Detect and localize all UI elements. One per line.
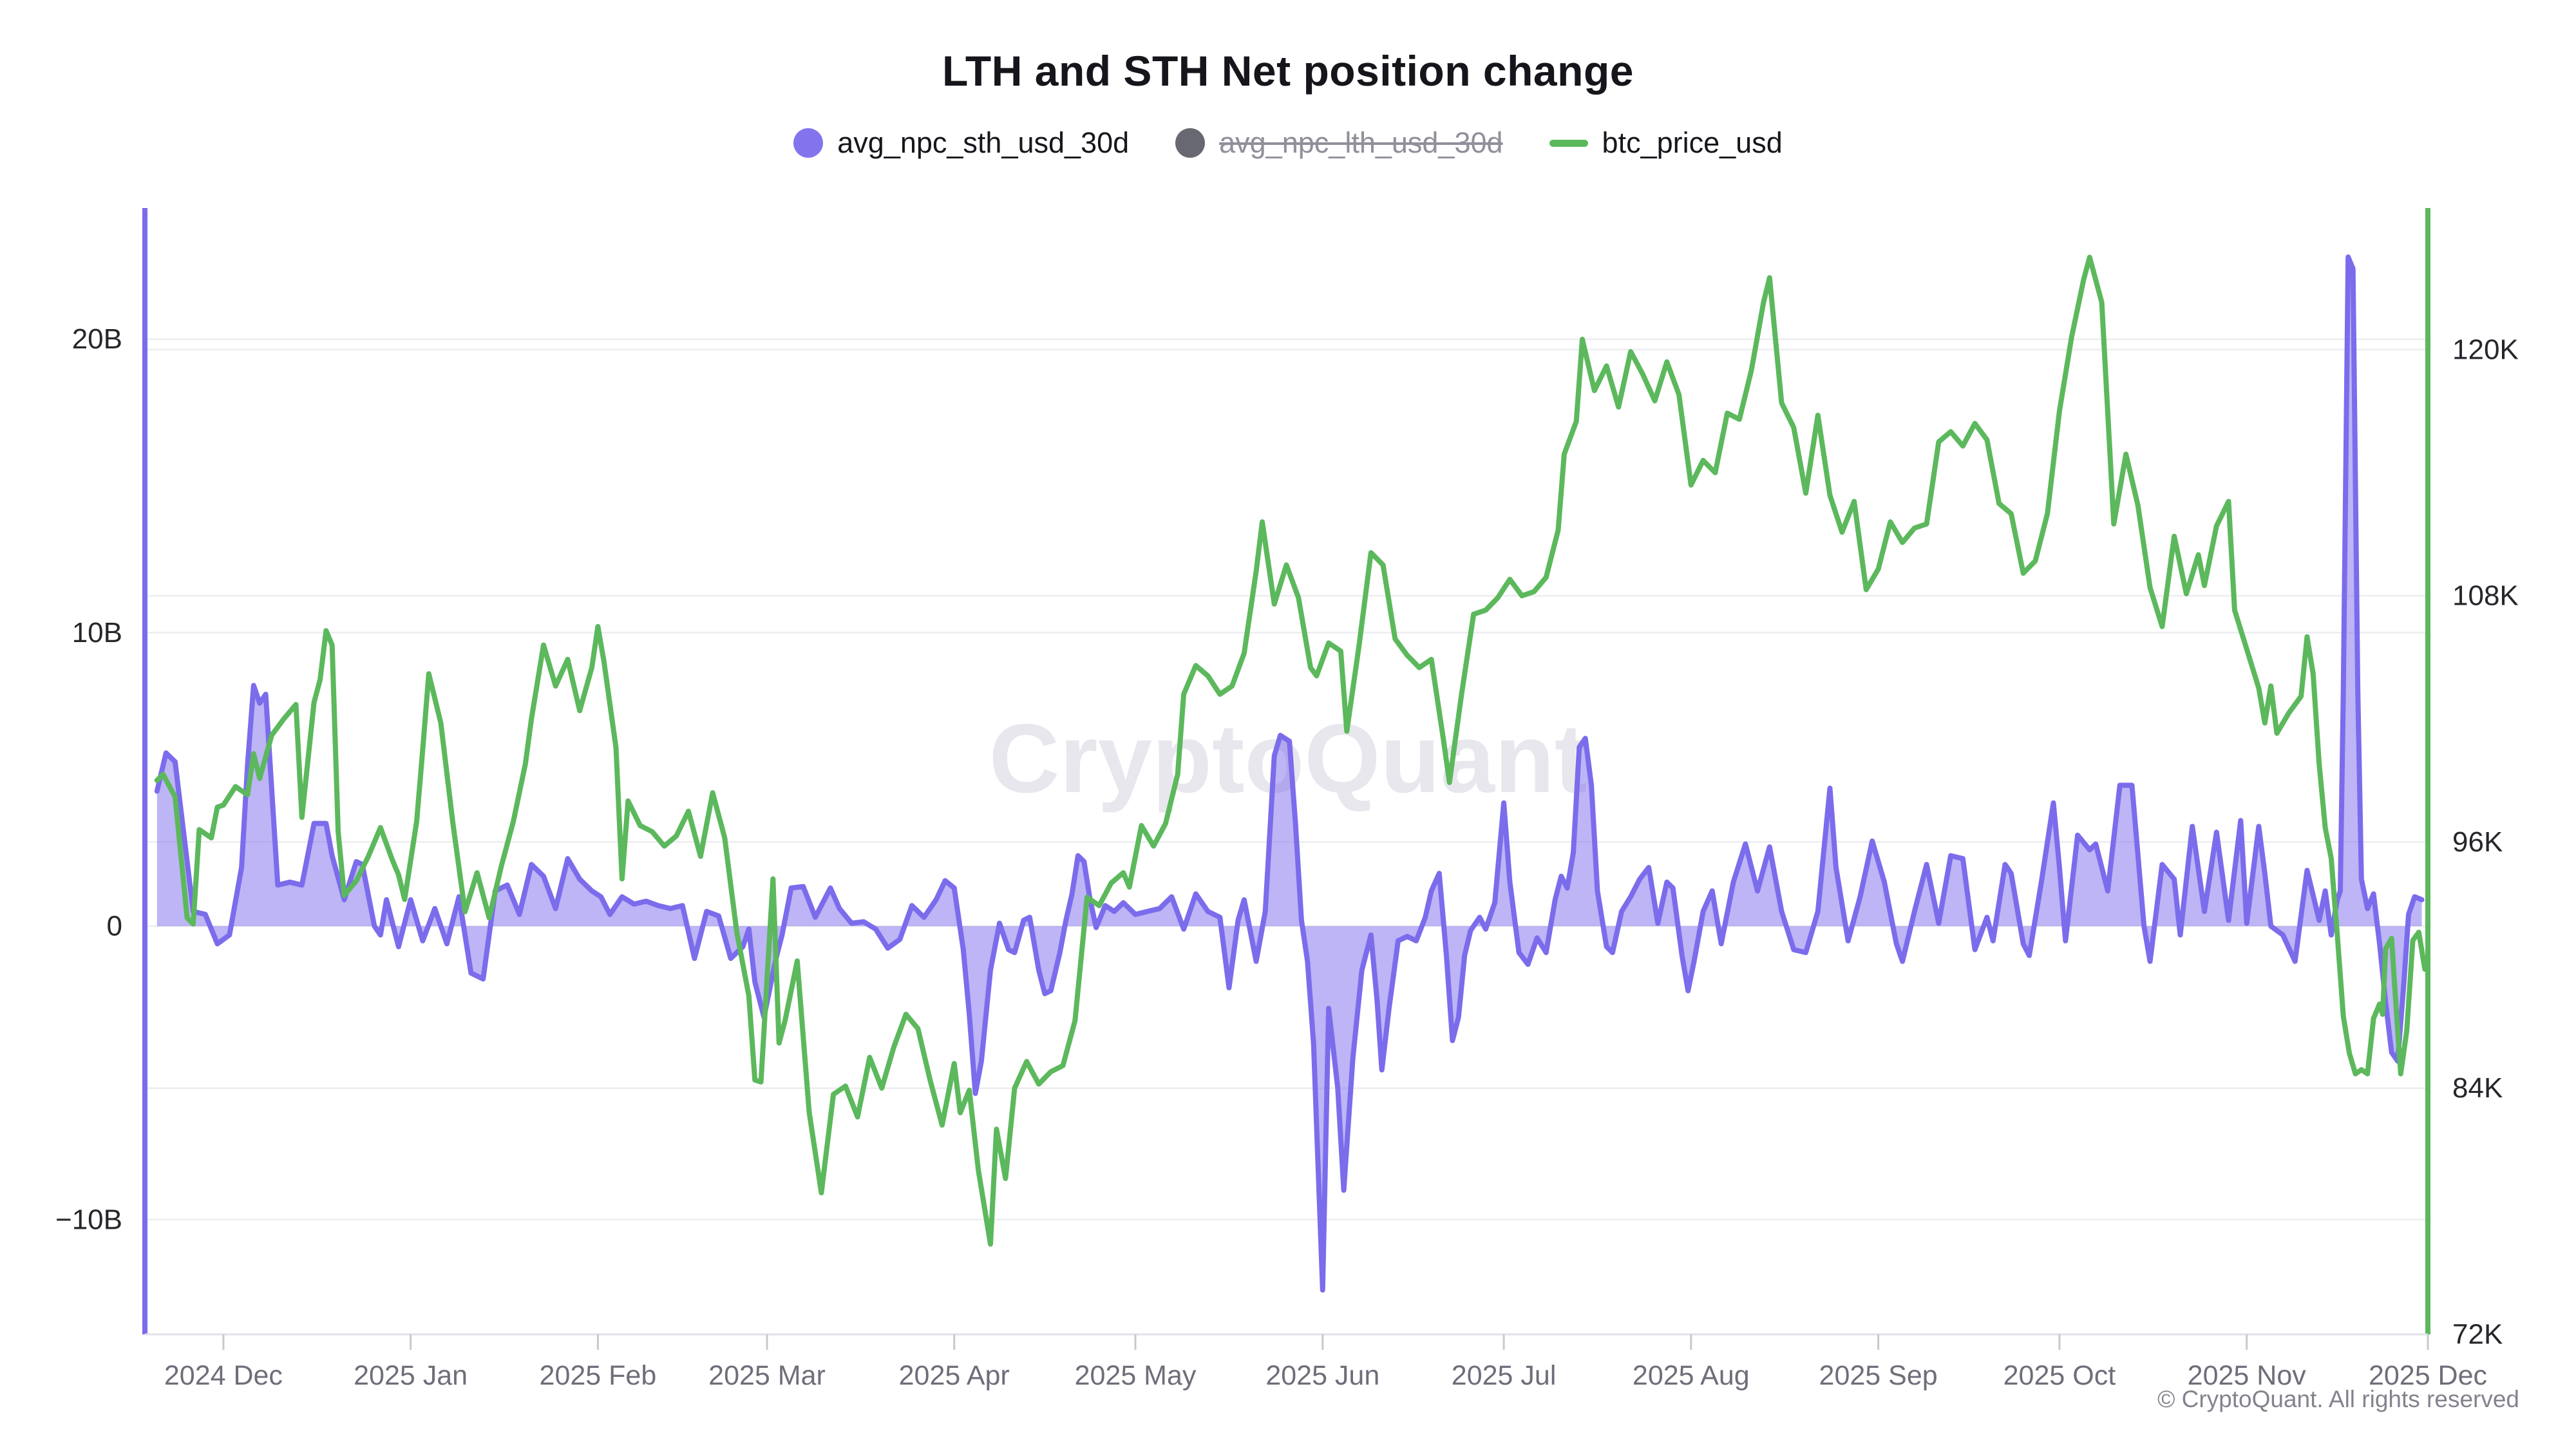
legend-item-avg_npc_sth_usd_30d[interactable]: avg_npc_sth_usd_30d — [793, 126, 1129, 160]
y-axis-label-left: 0 — [107, 911, 122, 942]
chart-title: LTH and STH Net position change — [942, 47, 1634, 95]
y-axis-label-left: 20B — [72, 323, 122, 355]
x-axis-label: 2025 Mar — [708, 1360, 826, 1391]
x-axis-label: 2025 Jul — [1452, 1360, 1557, 1391]
x-axis-label: 2025 Dec — [2369, 1360, 2487, 1391]
y-axis-label-right: 72K — [2452, 1319, 2503, 1350]
legend-dot-icon — [1175, 128, 1206, 158]
x-axis-label: 2025 Nov — [2188, 1360, 2307, 1391]
y-axis-label-left: −10B — [55, 1204, 122, 1235]
y-axis-label-right: 84K — [2452, 1072, 2503, 1104]
legend-dot-icon — [793, 128, 824, 158]
copyright-note: © CryptoQuant. All rights reserved — [2157, 1386, 2519, 1412]
x-axis-label: 2025 Oct — [2003, 1360, 2116, 1391]
legend-label: btc_price_usd — [1602, 126, 1783, 159]
legend-item-btc_price_usd[interactable]: btc_price_usd — [1549, 126, 1783, 160]
legend-item-avg_npc_lth_usd_30d[interactable]: avg_npc_lth_usd_30d — [1175, 126, 1503, 160]
x-axis-label: 2025 May — [1075, 1360, 1197, 1391]
x-axis-label: 2025 Feb — [540, 1360, 657, 1391]
legend-line-icon — [1549, 139, 1588, 147]
x-axis-label: 2025 Sep — [1819, 1360, 1938, 1391]
x-axis-label: 2024 Dec — [164, 1360, 283, 1391]
legend: avg_npc_sth_usd_30d avg_npc_lth_usd_30d bt… — [0, 126, 2576, 160]
y-axis-label-right: 120K — [2452, 334, 2519, 365]
x-axis-label: 2025 Apr — [899, 1360, 1010, 1391]
sth-npc-line — [154, 254, 2425, 1293]
y-axis-label-right: 108K — [2452, 580, 2519, 612]
x-axis-label: 2025 Jan — [354, 1360, 468, 1391]
y-axis-label-left: 10B — [72, 617, 122, 649]
y-axis-label-right: 96K — [2452, 826, 2503, 858]
legend-label: avg_npc_sth_usd_30d — [837, 126, 1130, 159]
btc-price-line — [154, 254, 2428, 1247]
x-axis-label: 2025 Aug — [1633, 1360, 1750, 1391]
x-axis-label: 2025 Jun — [1265, 1360, 1379, 1391]
legend-label: avg_npc_lth_usd_30d — [1219, 126, 1503, 159]
